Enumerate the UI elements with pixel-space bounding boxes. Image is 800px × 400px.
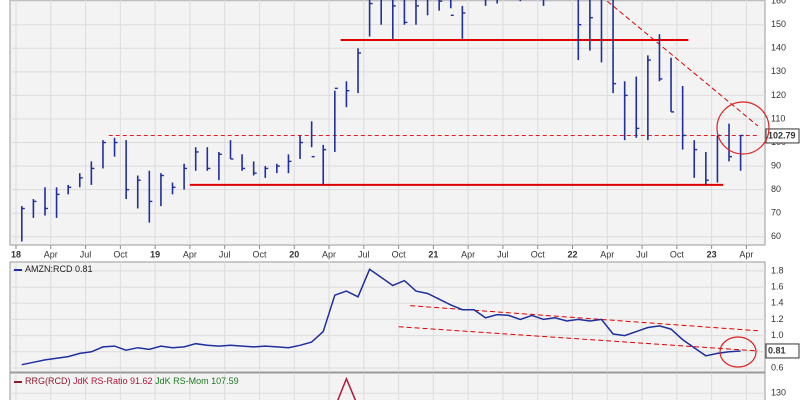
y-tick-label: 60	[771, 231, 781, 241]
x-tick-label: 19	[150, 249, 160, 259]
x-tick-label: Oct	[252, 249, 267, 259]
legend-value: 0.81	[75, 264, 93, 274]
highlight-circle	[716, 101, 770, 155]
legend-text: 91.62	[130, 376, 155, 386]
x-tick-label: 20	[289, 249, 299, 259]
y-tick-label: 120	[771, 90, 786, 100]
value-box-label: 102.79	[768, 130, 796, 140]
price-panel	[9, 0, 766, 246]
x-tick-label: Oct	[670, 249, 685, 259]
x-tick-label: Apr	[322, 249, 336, 259]
x-tick-label: Oct	[392, 249, 407, 259]
series-line	[337, 376, 357, 400]
x-tick-label: Apr	[461, 249, 475, 259]
trend-line	[606, 0, 759, 127]
legend: AMZN:RCD 0.81	[25, 264, 93, 274]
ratio-plot	[10, 262, 765, 372]
x-tick-label: Jul	[497, 249, 509, 259]
x-tick-label: Jul	[636, 249, 648, 259]
x-tick-label: Jul	[80, 249, 92, 259]
x-tick-label: Apr	[739, 249, 753, 259]
y-tick-label: 130	[771, 66, 786, 76]
x-tick-label: Jul	[358, 249, 370, 259]
x-tick-label: 18	[11, 249, 21, 259]
x-tick-label: 23	[707, 249, 717, 259]
axes: 18 Apr Jul Oct 19 Apr Jul Oct 20 Apr Jul Oct 21 Apr Ju…	[11, 0, 800, 398]
y-tick-label: 1.4	[771, 298, 784, 308]
y-tick-label: 1.0	[771, 330, 784, 340]
x-tick-label: Apr	[44, 249, 58, 259]
y-tick-label: 1.8	[771, 265, 784, 275]
legend-text: JdK RS-Ratio	[73, 376, 130, 386]
y-tick-label: 110	[771, 113, 785, 123]
legend-text: RRG(RCD)	[25, 376, 73, 386]
highlight-circle	[719, 336, 757, 368]
legend-text: AMZN:RCD	[25, 264, 75, 274]
legend-text: 107.59	[211, 376, 239, 386]
x-tick-label: 22	[567, 249, 577, 259]
rrg-panel	[9, 372, 766, 400]
y-tick-label: 90	[771, 160, 781, 170]
trend-line	[398, 326, 759, 352]
rrg-plot	[10, 373, 765, 400]
legend: RRG(RCD) JdK RS-Ratio 91.62 JdK RS-Mom 1…	[25, 376, 239, 386]
ratio-panel	[9, 261, 766, 373]
x-tick-label: Jul	[219, 249, 231, 259]
y-tick-label: 140	[771, 43, 786, 53]
value-box	[765, 343, 800, 359]
y-tick-label: 70	[771, 208, 781, 218]
x-tick-label: Apr	[183, 249, 197, 259]
x-tick-label: Oct	[531, 249, 546, 259]
y-tick-label: 160	[771, 0, 786, 6]
value-box	[765, 128, 800, 144]
x-tick-label: Apr	[600, 249, 614, 259]
x-tick-label: Oct	[113, 249, 128, 259]
y-tick-label: 1.6	[771, 281, 784, 291]
y-tick-label: 0.6	[771, 362, 784, 372]
y-tick-label: 130	[771, 388, 786, 398]
legend-text: JdK RS-Mom	[155, 376, 211, 386]
price-plot	[10, 0, 765, 245]
series-line	[21, 268, 741, 366]
value-box-label: 0.81	[768, 345, 786, 355]
x-tick-label: 21	[428, 249, 438, 259]
y-tick-label: 150	[771, 19, 786, 29]
y-tick-label: 1.2	[771, 314, 784, 324]
y-tick-label: 80	[771, 184, 781, 194]
